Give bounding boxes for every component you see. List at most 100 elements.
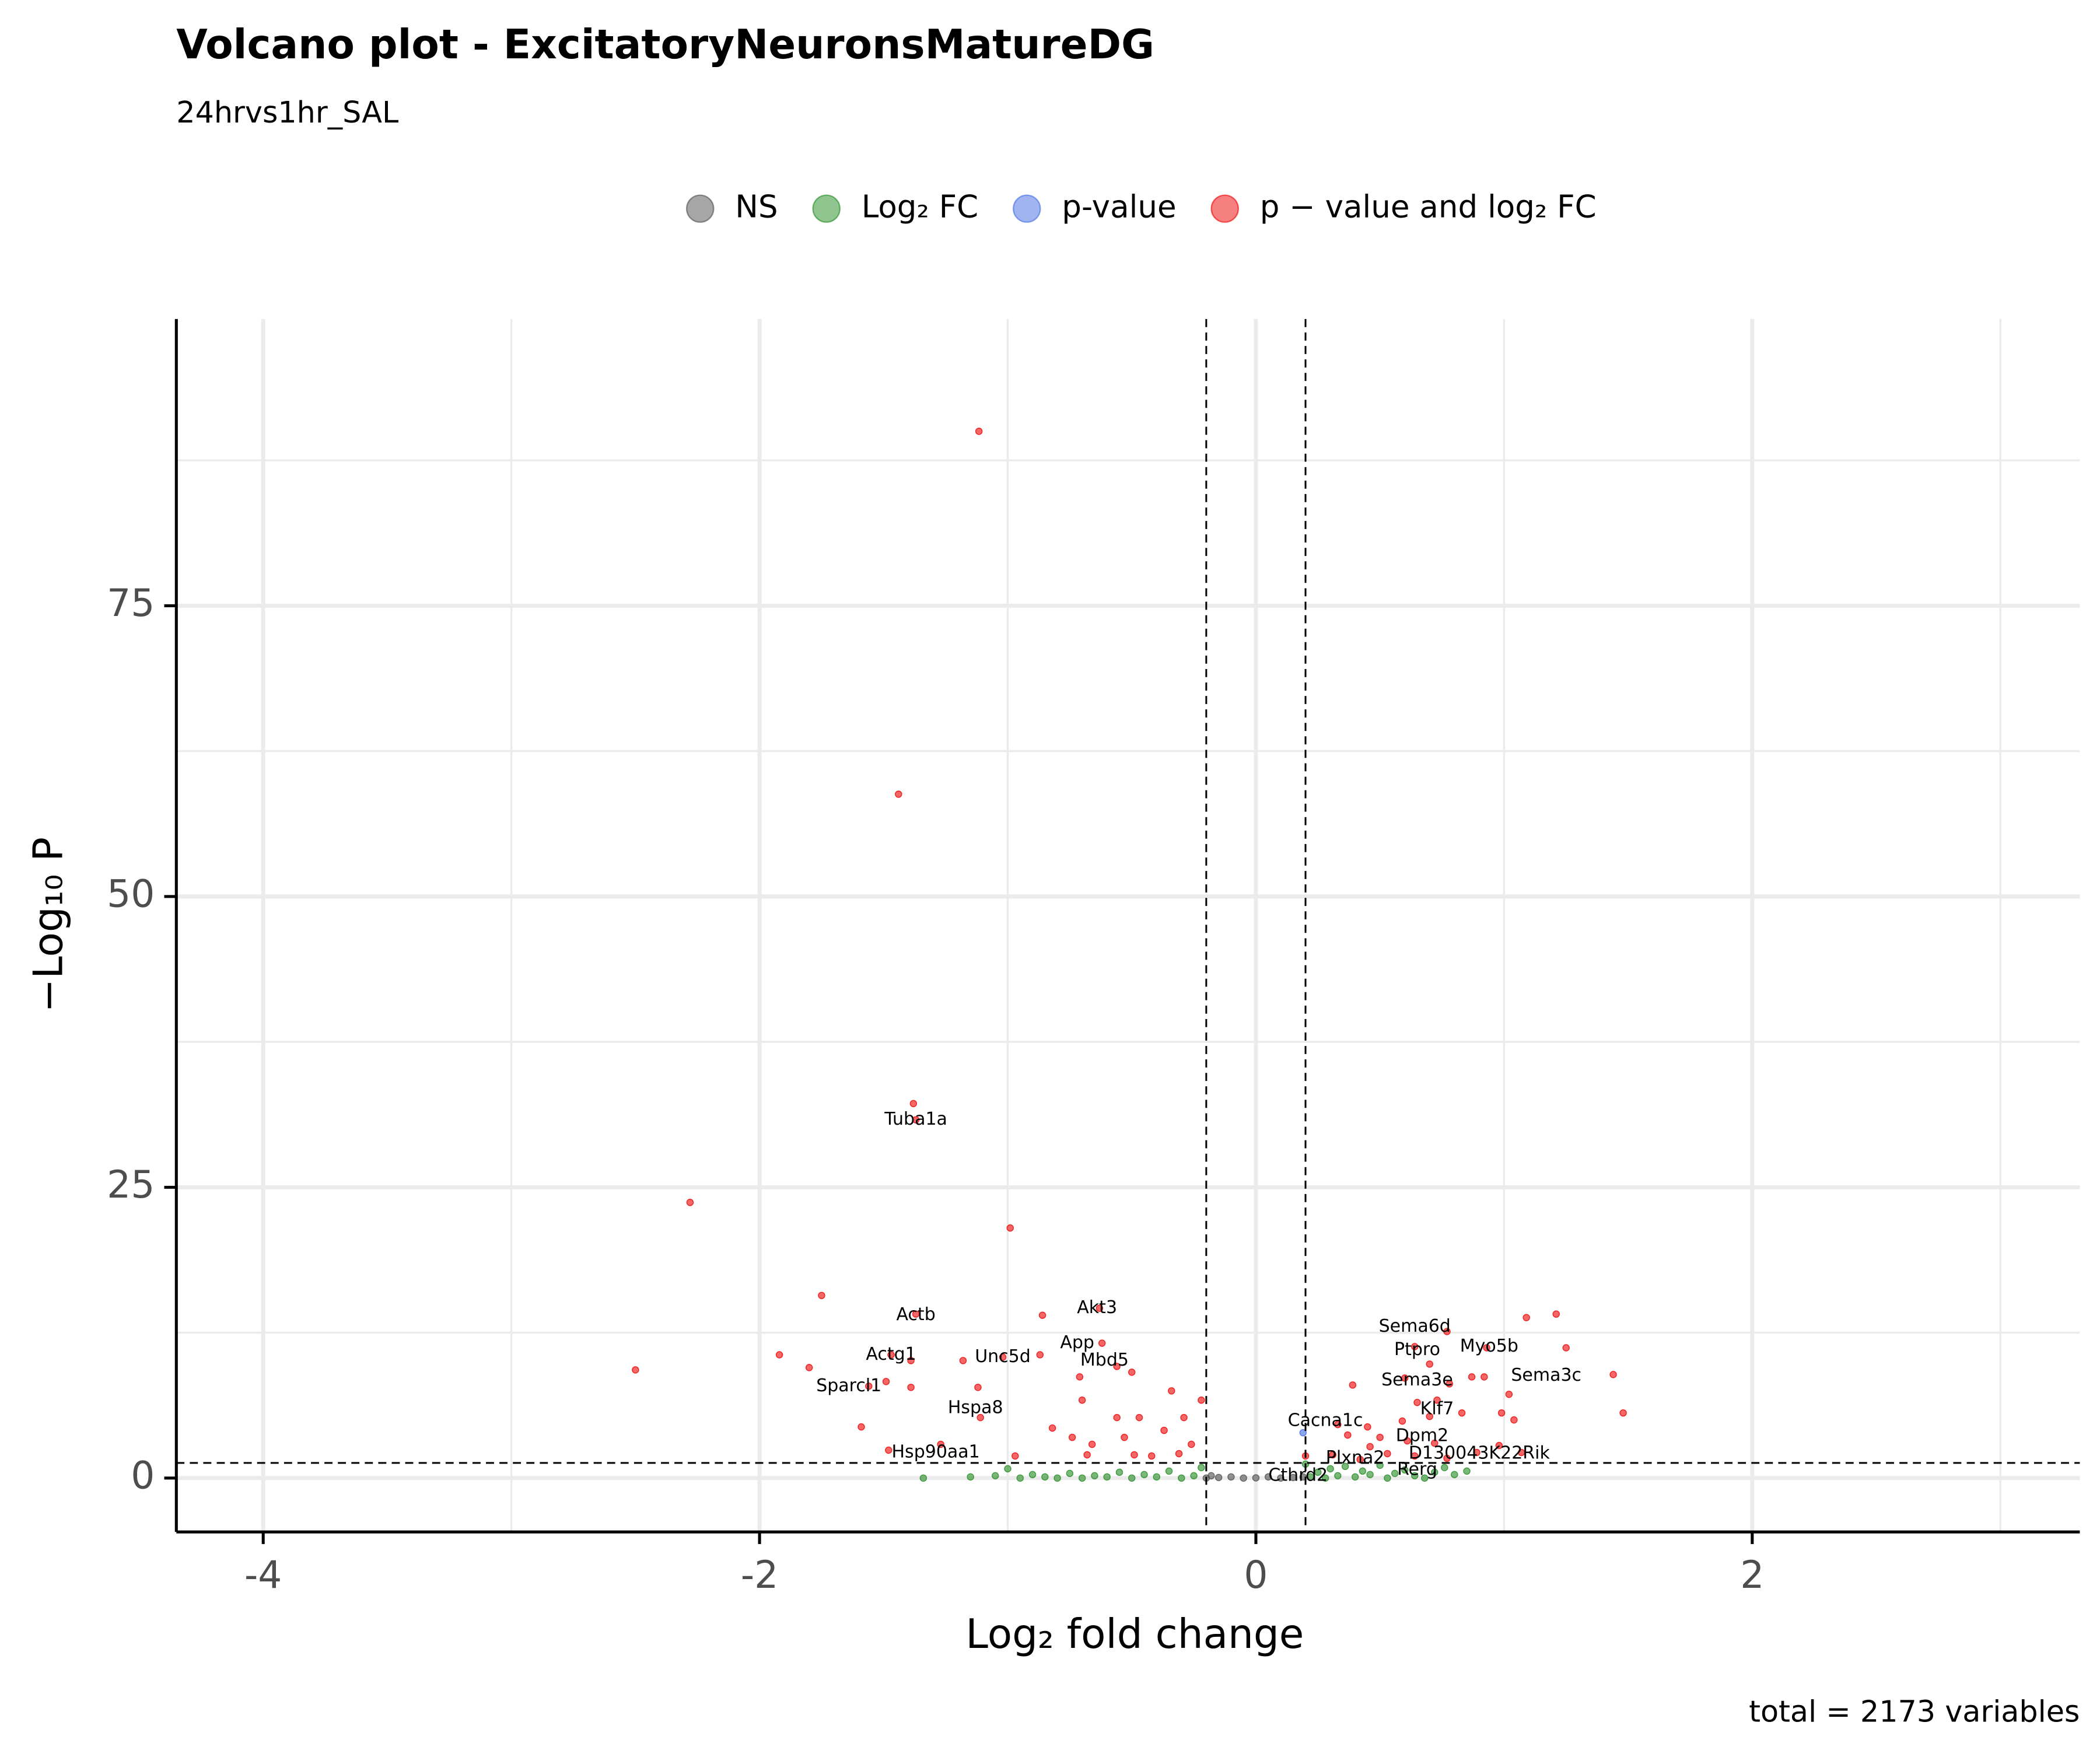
point xyxy=(1321,1474,1329,1482)
legend-item: p-value xyxy=(1013,188,1177,225)
point xyxy=(1096,1304,1104,1312)
point xyxy=(1443,1328,1451,1335)
legend-item: Log₂ FC xyxy=(812,188,978,225)
point xyxy=(1038,1311,1046,1319)
point xyxy=(1066,1469,1074,1478)
point xyxy=(1359,1467,1367,1475)
point-label: Sparcl1 xyxy=(816,1376,881,1396)
point xyxy=(1404,1437,1411,1445)
point xyxy=(1068,1433,1076,1441)
point xyxy=(1441,1464,1448,1472)
point-label: Cthrd2 xyxy=(1268,1465,1328,1485)
point xyxy=(1264,1473,1272,1481)
point xyxy=(865,1382,873,1390)
point xyxy=(907,1384,915,1391)
point xyxy=(1483,1344,1490,1352)
point xyxy=(1289,1474,1297,1482)
y-tick-label: 50 xyxy=(107,872,155,916)
point xyxy=(1376,1433,1384,1441)
point xyxy=(1497,1409,1506,1417)
point xyxy=(1401,1466,1409,1474)
point xyxy=(858,1423,865,1431)
caption: total = 2173 variables xyxy=(1749,1695,2080,1729)
legend-item: p − value and log₂ FC xyxy=(1210,188,1597,225)
point xyxy=(1190,1472,1198,1480)
marks: Tuba1a Actb Akt3 Actg1 App Unc5d Mbd5 Sparcl1 Hs… xyxy=(176,318,2080,1532)
point xyxy=(1299,1429,1307,1437)
point xyxy=(1451,1471,1458,1479)
legend-label: p − value and log₂ FC xyxy=(1260,188,1597,225)
point xyxy=(1446,1380,1454,1388)
point xyxy=(895,790,902,798)
point xyxy=(1180,1413,1188,1422)
point-label: Actb xyxy=(896,1304,935,1325)
point xyxy=(1366,1471,1374,1479)
y-tick-label: 0 xyxy=(131,1454,155,1497)
chart-subtitle: 24hrvs1hr_SAL xyxy=(176,95,398,130)
point xyxy=(977,1413,984,1422)
point xyxy=(818,1292,825,1300)
grid xyxy=(176,318,2080,1532)
point xyxy=(1198,1396,1205,1404)
point xyxy=(1410,1472,1419,1480)
point xyxy=(1078,1474,1086,1482)
point xyxy=(1314,1468,1322,1476)
legend-key xyxy=(812,194,841,223)
point xyxy=(1609,1371,1617,1378)
point xyxy=(885,1446,892,1454)
point xyxy=(912,1116,920,1124)
point xyxy=(1510,1416,1518,1424)
point-label: Dpm2 xyxy=(1396,1426,1448,1446)
point xyxy=(1088,1440,1096,1448)
point xyxy=(1178,1474,1185,1482)
legend-key xyxy=(686,194,715,223)
point xyxy=(1443,1454,1451,1462)
legend-label: NS xyxy=(735,188,778,225)
point-label: Sema3c xyxy=(1511,1365,1581,1385)
legend-key xyxy=(1210,194,1239,223)
point-label: Rerg xyxy=(1397,1459,1437,1479)
point xyxy=(967,1473,974,1481)
point xyxy=(686,1199,694,1206)
point xyxy=(974,1384,982,1391)
legend-label: p-value xyxy=(1062,188,1176,225)
legend: NS Log₂ FC p-value p − value and log₂ FC xyxy=(686,188,1597,225)
point xyxy=(1329,1451,1337,1459)
x-tick-label: -4 xyxy=(244,1553,282,1597)
point xyxy=(1426,1412,1433,1420)
point xyxy=(1006,1224,1014,1232)
point xyxy=(1198,1464,1205,1472)
point xyxy=(1413,1399,1421,1406)
point xyxy=(1135,1413,1143,1422)
point xyxy=(937,1440,944,1448)
point xyxy=(1334,1472,1342,1480)
point xyxy=(1426,1360,1433,1368)
point xyxy=(959,1357,967,1364)
point xyxy=(975,428,983,435)
point xyxy=(1349,1381,1357,1389)
point xyxy=(1334,1420,1342,1429)
point xyxy=(1398,1417,1406,1425)
point xyxy=(1505,1391,1513,1398)
point xyxy=(1083,1451,1091,1459)
point-label: Sema3e xyxy=(1381,1370,1453,1390)
point xyxy=(999,1353,1007,1361)
point xyxy=(1175,1450,1183,1458)
point xyxy=(1458,1409,1466,1417)
point xyxy=(1562,1344,1570,1352)
point xyxy=(1076,1373,1084,1381)
point xyxy=(1160,1426,1168,1434)
point xyxy=(1048,1424,1056,1432)
point xyxy=(1410,1452,1419,1460)
point xyxy=(1054,1474,1061,1482)
point-label: Plxna2 xyxy=(1326,1447,1385,1468)
point-label: Hsp90aa1 xyxy=(892,1441,980,1462)
axes: 0 25 50 75 -4 -2 0 2 xyxy=(107,318,2080,1597)
point xyxy=(1148,1452,1156,1460)
point xyxy=(887,1351,895,1359)
point xyxy=(1130,1451,1138,1459)
point xyxy=(1307,1473,1314,1481)
x-tick-label: 0 xyxy=(1244,1553,1268,1597)
legend-key xyxy=(1013,194,1041,223)
